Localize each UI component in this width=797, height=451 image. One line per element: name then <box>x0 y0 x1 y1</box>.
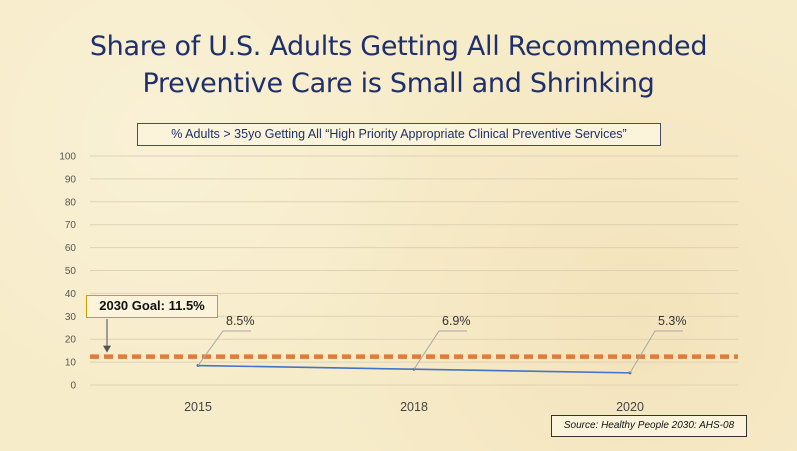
y-tick-label: 70 <box>65 220 77 231</box>
x-tick-label: 2018 <box>400 400 428 414</box>
chart-title: % Adults > 35yo Getting All “High Priori… <box>137 123 661 146</box>
data-label-leader <box>629 330 683 374</box>
y-tick-label: 80 <box>65 197 77 208</box>
x-tick-label: 2015 <box>184 400 212 414</box>
y-tick-label: 90 <box>65 174 77 185</box>
data-label: 6.9% <box>442 314 471 328</box>
data-label-leader <box>413 330 467 370</box>
title-line-1: Share of U.S. Adults Getting All Recomme… <box>89 31 708 62</box>
data-label-leader <box>197 330 251 366</box>
y-tick-label: 100 <box>59 152 76 163</box>
source-note: Source: Healthy People 2030: AHS-08 <box>551 415 747 437</box>
y-tick-label: 40 <box>65 289 77 300</box>
y-tick-label: 0 <box>70 381 76 392</box>
y-tick-label: 10 <box>65 358 77 369</box>
slide-title: Share of U.S. Adults Getting All Recomme… <box>40 28 757 102</box>
y-tick-label: 50 <box>65 266 77 277</box>
y-tick-label: 20 <box>65 335 77 346</box>
data-label: 5.3% <box>658 314 687 328</box>
title-line-2: Preventive Care is Small and Shrinking <box>142 68 655 99</box>
goal-arrow-head <box>103 345 111 353</box>
x-tick-label: 2020 <box>616 400 644 414</box>
data-label: 8.5% <box>226 314 255 328</box>
goal-label: 2030 Goal: 11.5% <box>86 295 218 318</box>
y-tick-label: 60 <box>65 243 77 254</box>
y-tick-label: 30 <box>65 312 77 323</box>
